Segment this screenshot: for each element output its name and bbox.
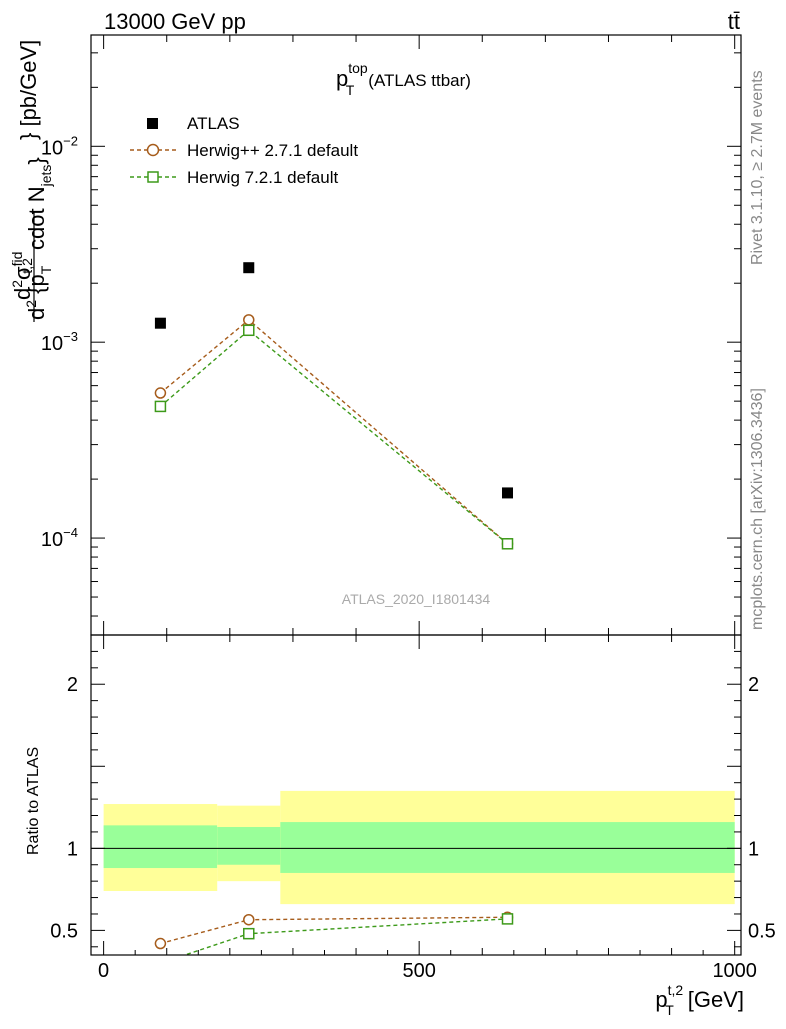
series-line-1 (159, 318, 508, 545)
uncertainty-band-inner (103, 825, 218, 869)
ratio-line-0 (160, 916, 508, 945)
ratio-y-tick-label: 2 (67, 674, 78, 696)
data-point-atlas (502, 487, 514, 499)
main-panel: 10−4 10−3 10−2 ptop T (ATLAS ttbar) d2 {pTt,… (9, 34, 742, 636)
ratio-y-tick-label: 1 (67, 838, 78, 860)
energy-label: 13000 GeV pp (104, 9, 246, 34)
ratio-ticks (91, 635, 741, 955)
ratio-point-herwig7 (243, 927, 255, 940)
uncertainty-band-inner (217, 827, 281, 865)
x-tick-label: 1000 (712, 960, 757, 982)
x-axis-label: pt,2 T [GeV] (655, 982, 744, 1018)
legend-item-herwigpp: Herwig++ 2.7.1 default (130, 141, 358, 160)
legend-item-herwig7: Herwig 7.2.1 default (130, 168, 338, 187)
ratio-y-tick-label: 0.5 (50, 920, 78, 942)
ratio-point-herwigpp (243, 913, 255, 926)
data-point-herwig7 (501, 538, 514, 550)
ratio-point-herwig7 (155, 958, 165, 968)
ratio-tick-labels: 0.5 0.5 1 1 2 2 0 500 1000 (50, 674, 776, 982)
main-series-layer (154, 262, 514, 550)
main-title: ptop T (ATLAS ttbar) (336, 60, 471, 98)
data-point-herwig7 (243, 324, 255, 337)
legend-marker-herwig7 (147, 171, 159, 183)
data-point-herwig7 (154, 400, 167, 413)
ratio-frame (90, 634, 742, 956)
ratio-y-axis-label: Ratio to ATLAS (25, 747, 42, 855)
uncertainty-band-inner (280, 822, 735, 873)
y-tick-label: 10−3 (41, 329, 78, 355)
analysis-watermark: ATLAS_2020_I1801434 (342, 591, 491, 607)
mcplots-label: mcplots.cern.ch [arXiv:1306.3436] (749, 388, 766, 630)
process-label: tt̄ (728, 9, 740, 34)
ratio-point-herwigpp (154, 937, 167, 950)
main-y-axis-label: d2 {pTt,2 cdot Njets} d2σfid } [pb/GeV] (9, 40, 54, 322)
rivet-label: Rivet 3.1.10, ≥ 2.7M events (749, 70, 766, 265)
data-point-herwigpp (243, 314, 255, 326)
ratio-bands (91, 790, 741, 905)
ratio-point-herwig7 (501, 913, 514, 925)
ratio-y-tick-label-right: 0.5 (748, 920, 776, 942)
legend: ATLAS Herwig++ 2.7.1 default Herwig 7.2.… (130, 114, 358, 187)
legend-label-herwig7: Herwig 7.2.1 default (187, 168, 338, 187)
ratio-line-1 (182, 918, 508, 955)
data-point-atlas (243, 262, 255, 274)
legend-label-atlas: ATLAS (187, 114, 240, 133)
legend-item-atlas: ATLAS (147, 114, 240, 133)
x-tick-label: 0 (98, 960, 109, 982)
legend-label-herwigpp: Herwig++ 2.7.1 default (187, 141, 358, 160)
ratio-y-tick-label-right: 2 (748, 674, 759, 696)
legend-marker-atlas (147, 118, 158, 129)
legend-marker-herwigpp (146, 143, 160, 157)
y-tick-label: 10−4 (41, 525, 78, 551)
y-tick-label: 10−2 (41, 133, 78, 159)
main-y-tick-labels: 10−4 10−3 10−2 (41, 133, 78, 551)
ratio-series-layer (154, 911, 514, 968)
main-ticks (91, 35, 741, 635)
ratio-y-tick-label-right: 1 (748, 838, 759, 860)
data-point-atlas (154, 317, 166, 329)
series-line-2 (159, 329, 508, 545)
ratio-panel: 0.5 0.5 1 1 2 2 0 500 1000 Ratio to ATLAS pt,2 T[… (25, 634, 776, 1018)
data-point-herwigpp (154, 387, 167, 399)
svg-text:} [pb/GeV]: } [pb/GeV] (16, 40, 41, 140)
x-tick-label: 500 (402, 960, 435, 982)
